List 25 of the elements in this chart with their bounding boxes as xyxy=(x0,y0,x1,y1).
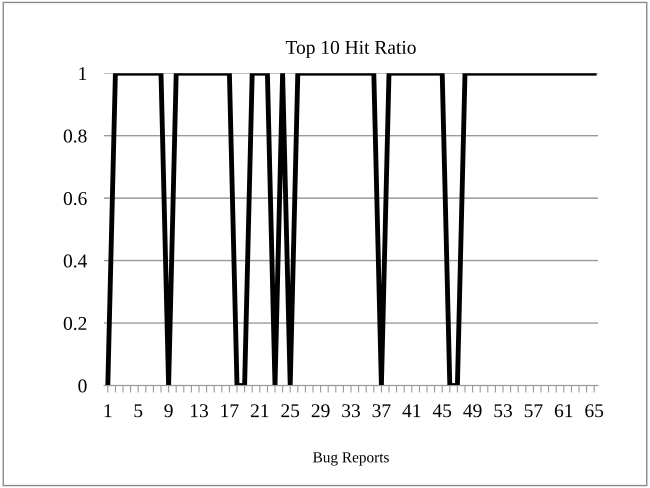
x-tick-label: 65 xyxy=(585,404,604,418)
x-tick-label: 37 xyxy=(372,404,391,418)
x-tick-label: 49 xyxy=(463,404,482,418)
x-tick-label: 9 xyxy=(164,404,173,418)
x-tick-label: 17 xyxy=(221,404,239,418)
x-tick-label: 57 xyxy=(524,404,543,418)
x-tick-label: 33 xyxy=(342,404,360,418)
x-tick-label: 21 xyxy=(250,404,268,418)
x-tick-label: 53 xyxy=(494,404,512,418)
y-tick-label: 0.4 xyxy=(64,254,88,268)
x-tick-label: 45 xyxy=(432,404,452,418)
x-tick-label: 61 xyxy=(554,404,572,418)
x-axis-title: Bug Reports xyxy=(313,452,389,466)
x-tick-label: 5 xyxy=(134,404,142,418)
x-tick-label: 41 xyxy=(402,404,420,418)
y-tick-label: 1 xyxy=(79,67,86,80)
x-tick-label: 13 xyxy=(190,404,208,418)
y-tick-label: 0.6 xyxy=(64,192,87,206)
y-tick-label: 0.2 xyxy=(64,316,86,330)
y-tick-label: 0.8 xyxy=(64,129,87,143)
y-tick-label: 0 xyxy=(78,379,87,392)
x-tick-label: 29 xyxy=(312,404,330,418)
chart-title: Top 10 Hit Ratio xyxy=(286,40,416,58)
x-tick-label: 25 xyxy=(281,404,300,418)
x-tick-label: 1 xyxy=(104,404,112,418)
